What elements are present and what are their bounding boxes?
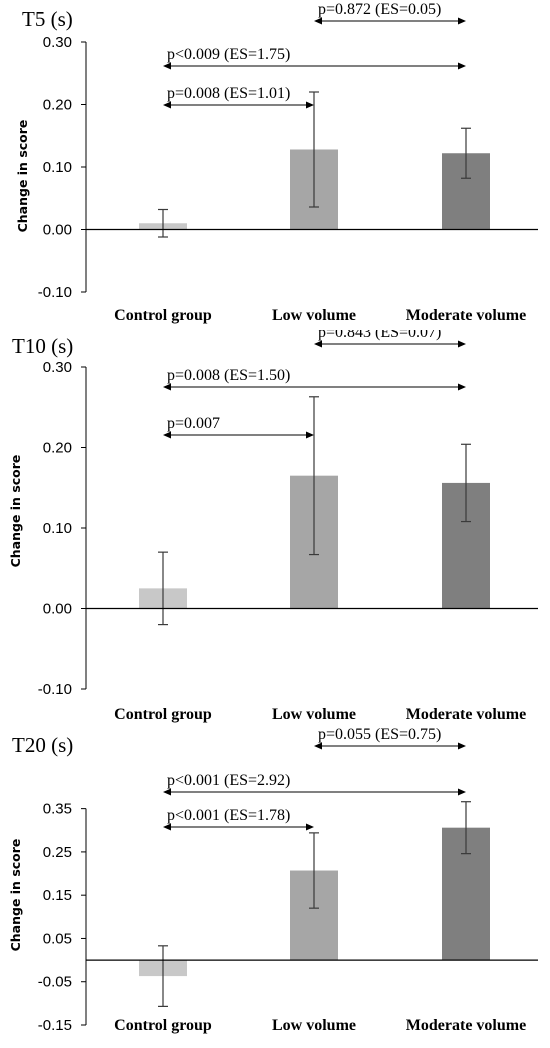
y-tick-label: 0.00 [43,222,72,239]
x-category-label: Control group [114,1017,212,1034]
significance-label: p=0.008 (ES=1.01) [167,85,290,102]
significance-arrow-head-right [306,823,314,831]
significance-arrow-head-left [314,17,322,25]
chart-title: T20 (s) [12,733,73,757]
y-axis-label: Change in score [15,120,30,233]
y-axis-label: Change in score [8,455,23,568]
significance-arrow-head-left [314,742,322,750]
y-axis-label: Change in score [8,839,23,952]
y-tick-label: -0.10 [38,284,72,301]
x-category-label: Moderate volume [406,706,526,723]
chart-panel-t10: T10 (s) Change in score -0.10 0.00 0.10 0.2… [0,330,550,725]
significance-arrow-head-left [163,383,171,391]
x-category-label: Control group [114,307,212,324]
x-category-label: Moderate volume [406,307,526,324]
y-tick-label: 0.25 [43,844,72,861]
y-tick-label: 0.10 [43,159,72,176]
significance-arrow-head-right [458,340,466,348]
y-tick-label: 0.10 [43,520,72,537]
x-category-label: Low volume [272,706,356,723]
x-category-label: Low volume [272,307,356,324]
y-tick-label: -0.10 [38,681,72,698]
significance-arrow-head-left [163,788,171,796]
y-tick-label: 0.30 [43,34,72,51]
chart-t5: T5 (s) Change in score -0.10 0.00 0.10 0.20… [15,1,538,324]
significance-arrow-head-left [163,101,171,109]
y-tick-label: -0.15 [38,1017,72,1034]
x-category-label: Moderate volume [406,1017,526,1034]
y-tick-label: 0.05 [43,930,72,947]
significance-label: p=0.008 (ES=1.50) [167,367,290,384]
chart-t20: T20 (s) Change in score -0.15 -0.05 0.05 0.… [8,726,538,1034]
significance-label: p=0.055 (ES=0.75) [318,726,441,743]
significance-label: p=0.007 [167,415,220,432]
significance-label: p<0.001 (ES=2.92) [167,772,290,789]
y-tick-label: 0.00 [43,601,72,618]
y-tick-label: 0.20 [43,97,72,114]
y-tick-label: 0.20 [43,440,72,457]
chart-panel-t5: T5 (s) Change in score -0.10 0.00 0.10 0.20… [0,0,550,330]
significance-arrow-head-right [306,101,314,109]
significance-arrow-head-right [458,788,466,796]
significance-label: p<0.001 (ES=1.78) [167,807,290,824]
chart-t10: T10 (s) Change in score -0.10 0.00 0.10 0.2… [8,330,538,723]
y-tick-label: -0.05 [38,974,72,991]
significance-arrow-head-right [458,742,466,750]
significance-label: p=0.843 (ES=0.07) [318,330,441,341]
y-tick-label: 0.15 [43,887,72,904]
y-tick-label: 0.35 [43,801,72,818]
chart-title: T5 (s) [22,7,73,31]
significance-label: p<0.009 (ES=1.75) [167,46,290,63]
y-tick-label: 0.30 [43,359,72,376]
significance-arrow-head-right [458,62,466,70]
significance-arrow-head-left [163,62,171,70]
significance-label: p=0.872 (ES=0.05) [318,1,441,18]
significance-arrow-head-left [163,431,171,439]
significance-arrow-head-right [458,17,466,25]
chart-title: T10 (s) [12,334,73,358]
significance-arrow-head-left [163,823,171,831]
x-category-label: Control group [114,706,212,723]
significance-arrow-head-right [306,431,314,439]
chart-panel-t20: T20 (s) Change in score -0.15 -0.05 0.05 0.… [0,725,550,1048]
significance-arrow-head-left [314,340,322,348]
significance-arrow-head-right [458,383,466,391]
x-category-label: Low volume [272,1017,356,1034]
